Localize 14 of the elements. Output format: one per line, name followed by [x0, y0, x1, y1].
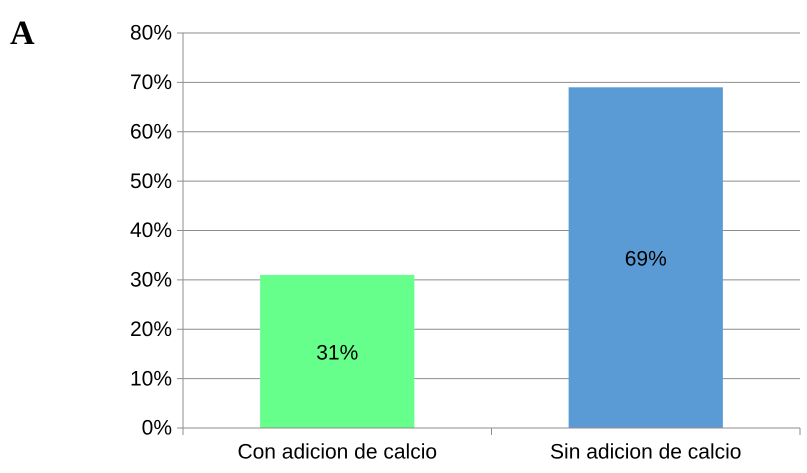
data-label: 31%	[316, 341, 358, 364]
x-tick-label: Con adicion de calcio	[237, 440, 438, 464]
x-tick-label: Sin adicion de calcio	[550, 440, 742, 464]
y-tick-label: 10%	[130, 367, 172, 390]
y-tick-label: 0%	[142, 416, 172, 440]
y-tick-label: 20%	[130, 318, 172, 341]
chart-title: A	[10, 15, 35, 52]
y-tick-label: 30%	[130, 268, 172, 292]
data-label: 69%	[624, 248, 667, 271]
y-tick-label: 60%	[130, 120, 172, 144]
y-tick-label: 50%	[130, 170, 172, 193]
y-tick-label: 40%	[130, 219, 172, 242]
y-tick-label: 80%	[130, 22, 172, 45]
y-tick-label: 70%	[130, 71, 172, 94]
